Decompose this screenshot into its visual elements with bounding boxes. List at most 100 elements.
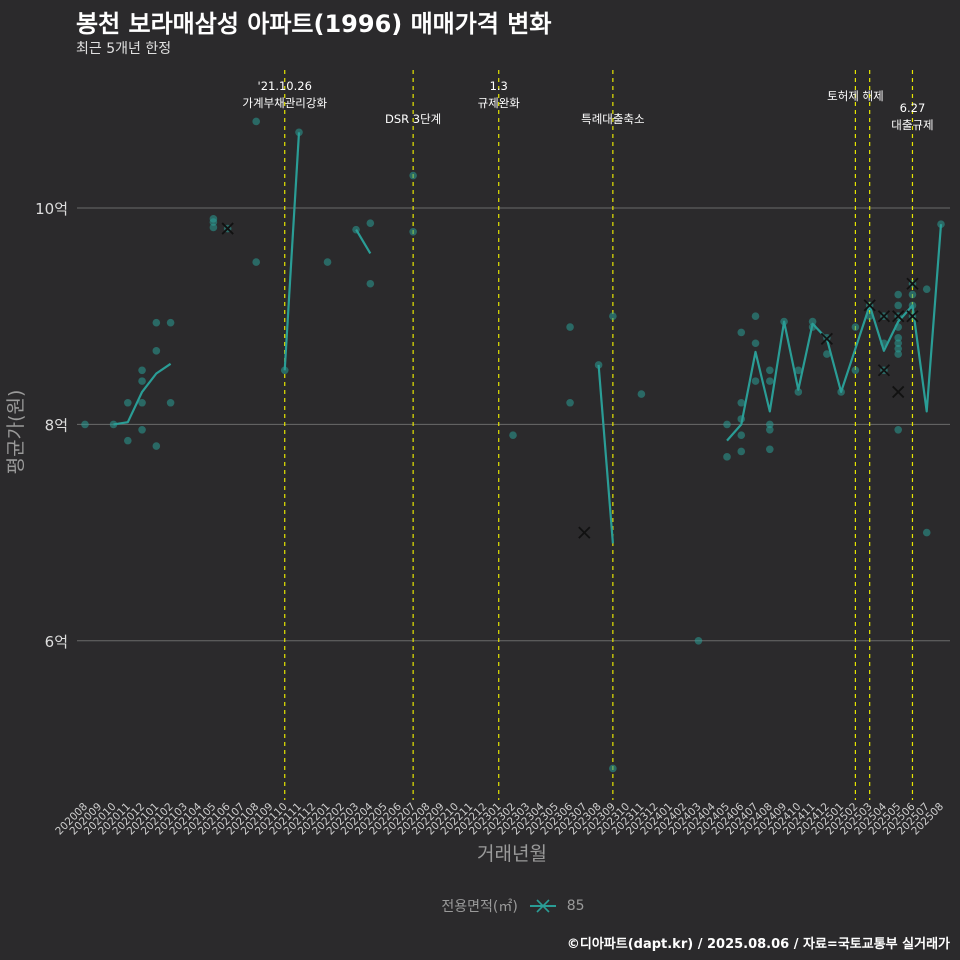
point-layer <box>81 117 945 773</box>
median-mark-stroke <box>578 526 591 539</box>
median-mark <box>892 385 905 399</box>
data-point <box>81 420 89 429</box>
data-point <box>723 453 731 461</box>
event-label: 6.27 <box>900 101 926 115</box>
data-point <box>609 312 617 321</box>
data-point <box>637 390 646 398</box>
data-point <box>152 442 161 450</box>
data-point <box>594 361 603 369</box>
data-point <box>766 445 774 454</box>
median-mark-stroke <box>892 385 905 399</box>
data-point <box>851 366 860 375</box>
median-mark-stroke <box>877 310 891 323</box>
trend-line <box>597 364 614 544</box>
median-mark-stroke <box>877 364 891 377</box>
data-point <box>766 366 774 375</box>
y-tick-label: 10억 <box>35 200 68 218</box>
median-mark <box>892 310 905 323</box>
median-mark <box>877 310 891 323</box>
data-point <box>794 388 803 396</box>
data-point <box>566 398 574 407</box>
data-point <box>894 290 902 299</box>
data-point <box>894 426 902 434</box>
data-point <box>166 318 175 327</box>
chart-title: 봉천 보라매삼성 아파트(1996) 매매가격 변화 <box>76 10 552 38</box>
event-label: 규제완화 <box>478 96 521 110</box>
data-point <box>566 323 574 331</box>
trend-line <box>355 229 372 254</box>
data-point <box>766 426 774 434</box>
data-point <box>766 377 774 385</box>
median-mark-stroke <box>221 222 234 235</box>
event-label: 특례대출축소 <box>581 112 644 126</box>
median-layer <box>221 222 919 539</box>
trend-layer <box>113 132 943 544</box>
median-mark <box>906 310 919 323</box>
data-point <box>766 420 774 429</box>
data-point <box>894 350 902 358</box>
data-point <box>323 258 332 266</box>
y-axis-title: 평균가(원) <box>5 390 27 475</box>
median-mark <box>820 332 834 346</box>
data-point <box>366 279 375 288</box>
median-mark-stroke <box>906 310 919 323</box>
data-point <box>737 398 746 407</box>
data-point <box>138 426 146 434</box>
data-point <box>737 431 746 440</box>
data-point <box>823 350 831 358</box>
event-label: 대출규제 <box>891 118 933 132</box>
data-point <box>737 447 746 456</box>
data-point <box>152 318 161 327</box>
data-point <box>723 420 731 429</box>
data-point <box>295 128 303 137</box>
data-point <box>808 317 817 326</box>
data-point <box>124 398 132 407</box>
data-point <box>138 377 146 385</box>
legend-title: 전용면적(㎡) <box>441 899 518 915</box>
median-mark <box>863 299 876 312</box>
data-point <box>794 366 803 375</box>
median-mark <box>906 277 919 290</box>
grid-layer: 6억 8억 10억 <box>35 200 950 651</box>
median-mark-stroke <box>892 310 905 323</box>
data-point <box>209 223 218 232</box>
data-point <box>694 637 703 645</box>
trend-line <box>113 362 172 426</box>
legend-entry: 85 <box>566 898 585 914</box>
data-point <box>751 377 760 385</box>
legend: 전용면적(㎡) 85 <box>0 896 960 916</box>
data-point <box>894 301 902 310</box>
chart-subtitle: 최근 5개년 한정 <box>76 41 172 57</box>
data-point <box>409 228 417 236</box>
label-layer: 2020082020092020102020112020122021012021… <box>53 800 946 837</box>
data-point <box>209 215 218 223</box>
x-axis-title: 거래년월 <box>477 843 547 865</box>
event-label: 토허제 해제 <box>827 89 884 103</box>
data-point <box>751 339 760 348</box>
data-point <box>922 528 931 537</box>
data-point <box>138 398 146 407</box>
data-point <box>124 436 132 445</box>
data-point <box>751 312 760 321</box>
y-tick-label: 8억 <box>45 416 68 434</box>
median-mark-stroke <box>820 332 834 346</box>
data-point <box>366 219 375 227</box>
data-point <box>609 764 617 773</box>
data-point <box>166 398 175 407</box>
y-tick-label: 6억 <box>45 633 68 651</box>
trend-line <box>283 132 301 371</box>
event-label: DSR 3단계 <box>385 112 441 126</box>
data-point <box>894 334 902 342</box>
data-point <box>152 347 161 355</box>
data-point <box>409 171 417 180</box>
data-point <box>922 285 931 293</box>
source-caption: ©디아파트(dapt.kr) / 2025.08.06 / 자료=국토교통부 실… <box>566 937 950 952</box>
data-point <box>138 366 146 375</box>
trend-line <box>726 224 943 442</box>
event-label: '21.10.26 <box>258 79 312 93</box>
median-mark <box>877 364 891 377</box>
median-mark <box>221 222 234 235</box>
data-point <box>851 323 860 331</box>
